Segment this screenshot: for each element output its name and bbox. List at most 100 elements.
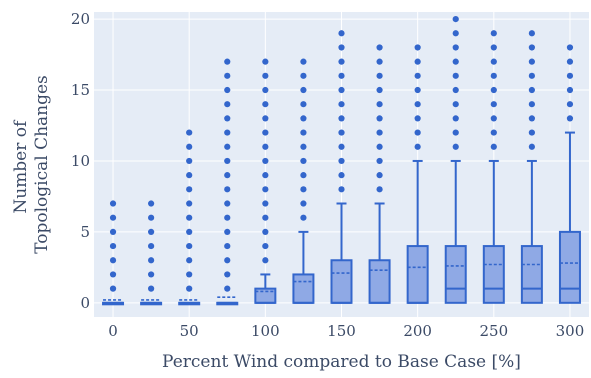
outlier-point — [490, 101, 497, 108]
outlier-point — [186, 129, 193, 136]
outlier-point — [109, 257, 117, 264]
outlier-point — [414, 129, 421, 136]
box-body — [520, 245, 543, 304]
outlier-point — [566, 58, 574, 65]
x-tick-label: 250 — [479, 322, 508, 340]
outlier-point — [300, 86, 307, 94]
outlier-point — [109, 242, 117, 250]
outlier-point — [376, 172, 383, 179]
outlier-point — [528, 72, 535, 79]
outlier-point — [490, 115, 497, 122]
outlier-point — [338, 157, 345, 165]
outlier-point — [148, 257, 155, 264]
box-300 — [558, 44, 581, 304]
y-axis-ticks: 0 5 10 15 20 — [71, 10, 90, 312]
outlier-point — [224, 285, 231, 292]
outlier-point — [224, 101, 231, 108]
y-tick-label: 0 — [80, 294, 90, 312]
outlier-point — [490, 129, 497, 136]
outlier-point — [414, 115, 421, 122]
outlier-point — [338, 101, 345, 108]
outlier-point — [414, 44, 421, 51]
outlier-point — [148, 285, 155, 292]
outlier-point — [262, 143, 269, 150]
outlier-point — [224, 172, 231, 179]
box-175 — [368, 44, 391, 304]
outlier-point — [224, 58, 231, 65]
outlier-point — [376, 58, 383, 65]
outlier-point — [414, 101, 421, 108]
y-tick-label: 20 — [71, 10, 90, 28]
outlier-point — [148, 200, 155, 207]
outlier-point — [452, 44, 459, 51]
box-275 — [520, 30, 543, 304]
outlier-point — [224, 115, 231, 122]
outlier-point — [490, 30, 497, 37]
outlier-point — [109, 228, 117, 235]
outlier-point — [186, 257, 193, 264]
outlier-point — [148, 228, 155, 235]
x-axis-title: Percent Wind compared to Base Case [%] — [162, 352, 521, 372]
outlier-point — [109, 200, 117, 207]
outlier-point — [528, 44, 535, 51]
outlier-point — [376, 72, 383, 79]
outlier-point — [452, 129, 459, 136]
outlier-point — [376, 115, 383, 122]
outlier-point — [376, 157, 383, 165]
outlier-point — [262, 115, 269, 122]
outlier-point — [452, 72, 459, 79]
box-75 — [216, 58, 239, 306]
outlier-point — [300, 129, 307, 136]
outlier-point — [338, 172, 345, 179]
outlier-point — [186, 242, 193, 250]
outlier-point — [186, 200, 193, 207]
y-axis-title: Number of Topological Changes — [11, 75, 52, 254]
outlier-point — [566, 115, 574, 122]
outlier-point — [186, 186, 193, 193]
outlier-point — [376, 86, 383, 94]
box-100 — [254, 58, 277, 304]
outlier-point — [414, 72, 421, 79]
outlier-point — [566, 72, 574, 79]
outlier-point — [452, 15, 459, 23]
box-200 — [406, 44, 429, 304]
outlier-point — [262, 214, 269, 221]
outlier-point — [186, 157, 193, 165]
box-body — [368, 259, 391, 304]
outlier-point — [262, 157, 269, 165]
box-body — [558, 230, 581, 304]
outlier-point — [224, 186, 231, 193]
box-body — [292, 273, 315, 304]
outlier-point — [300, 143, 307, 150]
box-25 — [140, 200, 163, 306]
outlier-point — [528, 143, 535, 150]
outlier-point — [490, 72, 497, 79]
outlier-point — [490, 143, 497, 150]
outlier-point — [338, 44, 345, 51]
outlier-point — [224, 271, 231, 278]
outlier-point — [262, 242, 269, 250]
outlier-point — [186, 214, 193, 221]
box-0 — [102, 200, 125, 306]
outlier-point — [262, 58, 269, 65]
outlier-point — [338, 72, 345, 79]
outlier-point — [186, 285, 193, 292]
y-tick-label: 15 — [71, 81, 90, 99]
outlier-point — [376, 143, 383, 150]
y-axis-title-line-1: Number of — [11, 119, 31, 214]
box-50 — [178, 129, 201, 306]
outlier-point — [224, 143, 231, 150]
outlier-point — [186, 228, 193, 235]
outlier-point — [490, 58, 497, 65]
box-125 — [292, 58, 315, 304]
outlier-point — [566, 86, 574, 94]
outlier-point — [262, 72, 269, 79]
x-tick-label: 100 — [251, 322, 280, 340]
outlier-point — [224, 200, 231, 207]
boxes — [102, 15, 581, 306]
x-axis-ticks: 0 50 100 150 200 250 300 — [108, 322, 584, 340]
outlier-point — [148, 242, 155, 250]
outlier-point — [109, 271, 117, 278]
outlier-point — [528, 115, 535, 122]
